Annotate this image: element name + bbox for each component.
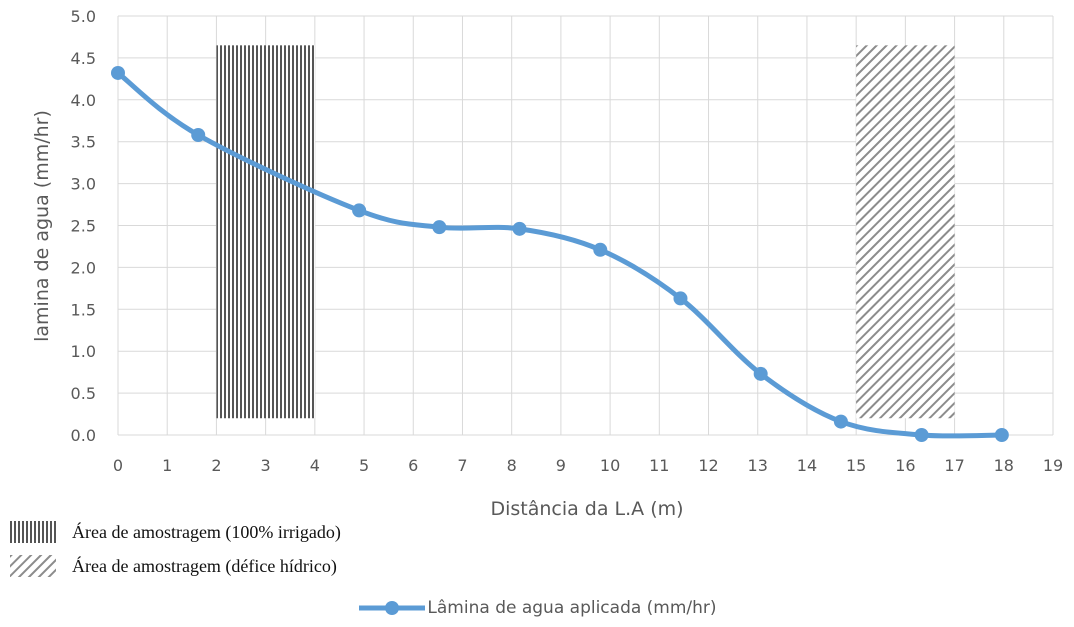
x-tick-label: 12 <box>698 456 718 475</box>
series-legend: Lâmina de agua aplicada (mm/hr) <box>0 598 1074 618</box>
data-point <box>753 366 768 381</box>
x-tick-label: 8 <box>507 456 517 475</box>
x-tick-label: 18 <box>994 456 1014 475</box>
diagonal-hatch-swatch-icon <box>10 555 56 577</box>
x-tick-label: 16 <box>895 456 915 475</box>
x-tick-label: 5 <box>359 456 369 475</box>
x-tick-labels: 0 1 2 3 4 5 6 7 8 9 10 11 12 13 14 15 16 17 18 19 <box>113 456 1063 475</box>
y-axis-title: lamina de agua (mm/hr) <box>31 110 53 342</box>
y-tick-labels: 0.0 0.5 1.0 1.5 2.0 2.5 3.0 3.5 4.0 4.5 5.0 <box>71 7 96 445</box>
data-point <box>914 428 929 442</box>
y-tick-label: 2.0 <box>71 258 96 277</box>
shaded-region-2 <box>856 45 955 419</box>
y-tick-label: 0.0 <box>71 426 96 445</box>
x-tick-label: 17 <box>944 456 964 475</box>
y-tick-label: 3.5 <box>71 133 96 152</box>
x-tick-label: 10 <box>600 456 620 475</box>
y-tick-label: 1.0 <box>71 342 96 361</box>
y-tick-label: 3.0 <box>71 175 96 194</box>
x-tick-label: 15 <box>846 456 866 475</box>
x-tick-label: 7 <box>457 456 467 475</box>
data-point <box>432 220 447 235</box>
x-tick-label: 13 <box>748 456 768 475</box>
data-point <box>673 291 688 306</box>
x-tick-label: 19 <box>1043 456 1063 475</box>
data-point <box>191 127 206 142</box>
y-tick-label: 1.5 <box>71 300 96 319</box>
data-point <box>512 221 527 236</box>
y-tick-label: 4.5 <box>71 49 96 68</box>
legend-label-irrigated: Área de amostragem (100% irrigado) <box>72 521 341 542</box>
legend-label-deficit: Área de amostragem (défice hídrico) <box>72 555 337 576</box>
data-point <box>994 428 1009 442</box>
series-line-marker-icon <box>359 601 426 615</box>
x-tick-label: 0 <box>113 456 123 475</box>
y-tick-label: 2.5 <box>71 217 96 236</box>
series-group <box>111 65 1009 442</box>
series-line <box>115 70 1005 439</box>
data-point <box>593 242 608 257</box>
y-tick-label: 0.5 <box>71 384 96 403</box>
series-legend-label: Lâmina de agua aplicada (mm/hr) <box>427 598 717 618</box>
x-tick-label: 4 <box>310 456 320 475</box>
x-tick-label: 14 <box>797 456 817 475</box>
x-axis-title: Distância da L.A (m) <box>490 498 683 520</box>
legend-item-deficit: Área de amostragem (défice hídrico) <box>10 553 337 579</box>
data-point <box>352 203 367 218</box>
x-tick-label: 1 <box>162 456 172 475</box>
vertical-hatch-swatch-icon <box>10 521 56 543</box>
data-point <box>833 414 848 429</box>
data-point <box>111 65 125 80</box>
y-tick-label: 4.0 <box>71 91 96 110</box>
shaded-region-1 <box>216 45 315 419</box>
y-tick-label: 5.0 <box>71 7 96 26</box>
shaded-regions <box>216 45 955 419</box>
x-tick-label: 6 <box>408 456 418 475</box>
x-tick-label: 3 <box>261 456 271 475</box>
x-tick-label: 9 <box>556 456 566 475</box>
x-tick-label: 2 <box>211 456 221 475</box>
x-tick-label: 11 <box>649 456 669 475</box>
legend-item-irrigated: Área de amostragem (100% irrigado) <box>10 519 341 545</box>
